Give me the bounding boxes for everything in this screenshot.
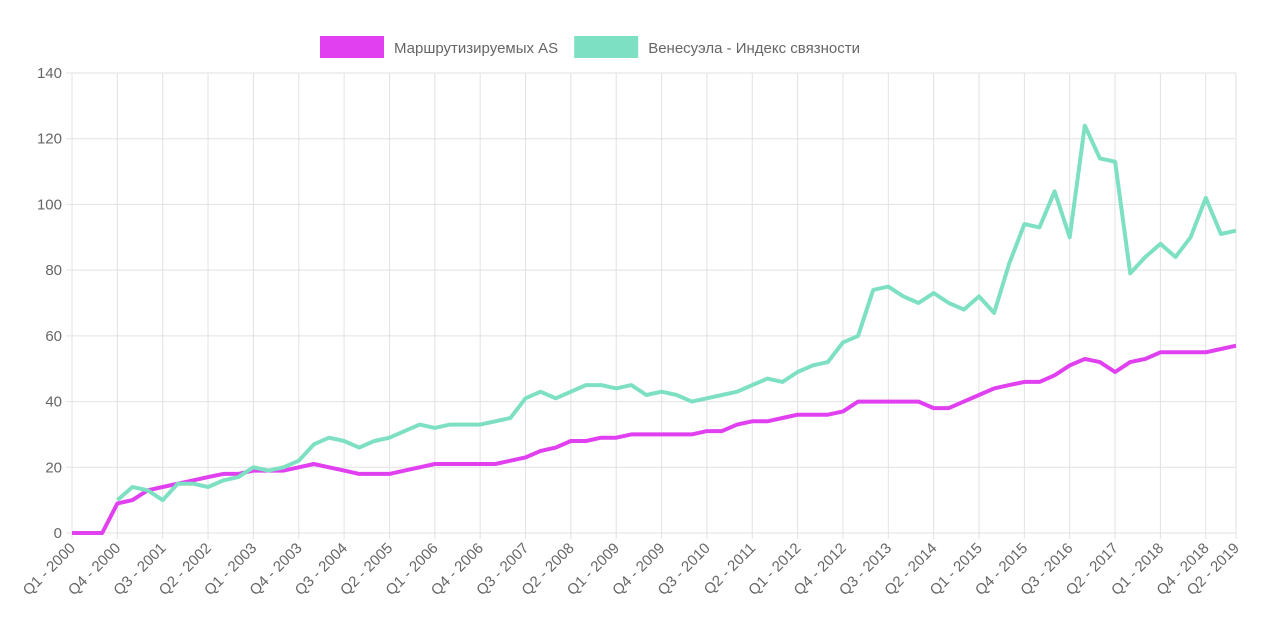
legend-label: Маршрутизируемых AS bbox=[394, 40, 558, 57]
legend-item[interactable]: Маршрутизируемых AS bbox=[320, 36, 558, 58]
legend-swatch bbox=[574, 36, 639, 58]
y-tick-label: 140 bbox=[37, 65, 62, 82]
legend-label: Венесуэла - Индекс связности bbox=[648, 40, 860, 57]
y-tick-label: 120 bbox=[37, 131, 62, 148]
data-line bbox=[116, 123, 1237, 503]
legend: Маршрутизируемых AS Венесуэла - Индекс св… bbox=[320, 36, 860, 58]
y-tick-label: 60 bbox=[45, 328, 62, 345]
data-line bbox=[72, 343, 1237, 535]
y-tick-label: 40 bbox=[45, 394, 62, 411]
y-tick-label: 80 bbox=[45, 262, 62, 279]
y-tick-label: 0 bbox=[54, 525, 62, 542]
legend-item[interactable]: Венесуэла - Индекс связности bbox=[574, 36, 860, 58]
y-tick-label: 20 bbox=[45, 459, 62, 476]
legend-swatch bbox=[320, 36, 384, 58]
y-tick-label: 100 bbox=[37, 196, 62, 213]
